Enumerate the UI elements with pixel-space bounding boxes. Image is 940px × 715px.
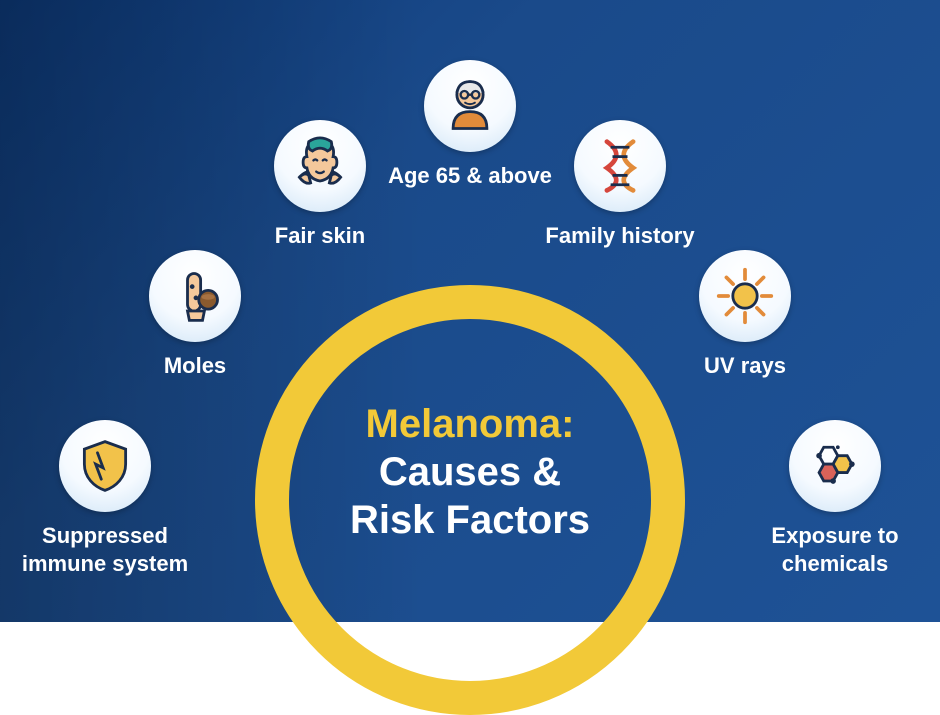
- dna-icon: [574, 120, 666, 212]
- center-title-line3: Risk Factors: [290, 496, 650, 544]
- node-label-suppressed-immune: Suppressedimmune system: [22, 522, 188, 577]
- shield-icon: [59, 420, 151, 512]
- center-title: Melanoma: Causes & Risk Factors: [290, 400, 650, 544]
- arm-icon: [149, 250, 241, 342]
- node-suppressed-immune: Suppressedimmune system: [5, 420, 205, 577]
- center-title-line1: Melanoma:: [290, 400, 650, 448]
- node-chemicals: Exposure tochemicals: [735, 420, 935, 577]
- hex-icon: [789, 420, 881, 512]
- node-label-chemicals: Exposure tochemicals: [771, 522, 898, 577]
- elder-icon: [424, 60, 516, 152]
- node-moles: Moles: [95, 250, 295, 380]
- center-title-line2: Causes &: [290, 448, 650, 496]
- node-label-uv-rays: UV rays: [704, 352, 786, 380]
- face-icon: [274, 120, 366, 212]
- node-label-fair-skin: Fair skin: [275, 222, 365, 250]
- node-family-history: Family history: [520, 120, 720, 250]
- sun-icon: [699, 250, 791, 342]
- node-label-family-history: Family history: [545, 222, 694, 250]
- node-label-moles: Moles: [164, 352, 226, 380]
- node-uv-rays: UV rays: [645, 250, 845, 380]
